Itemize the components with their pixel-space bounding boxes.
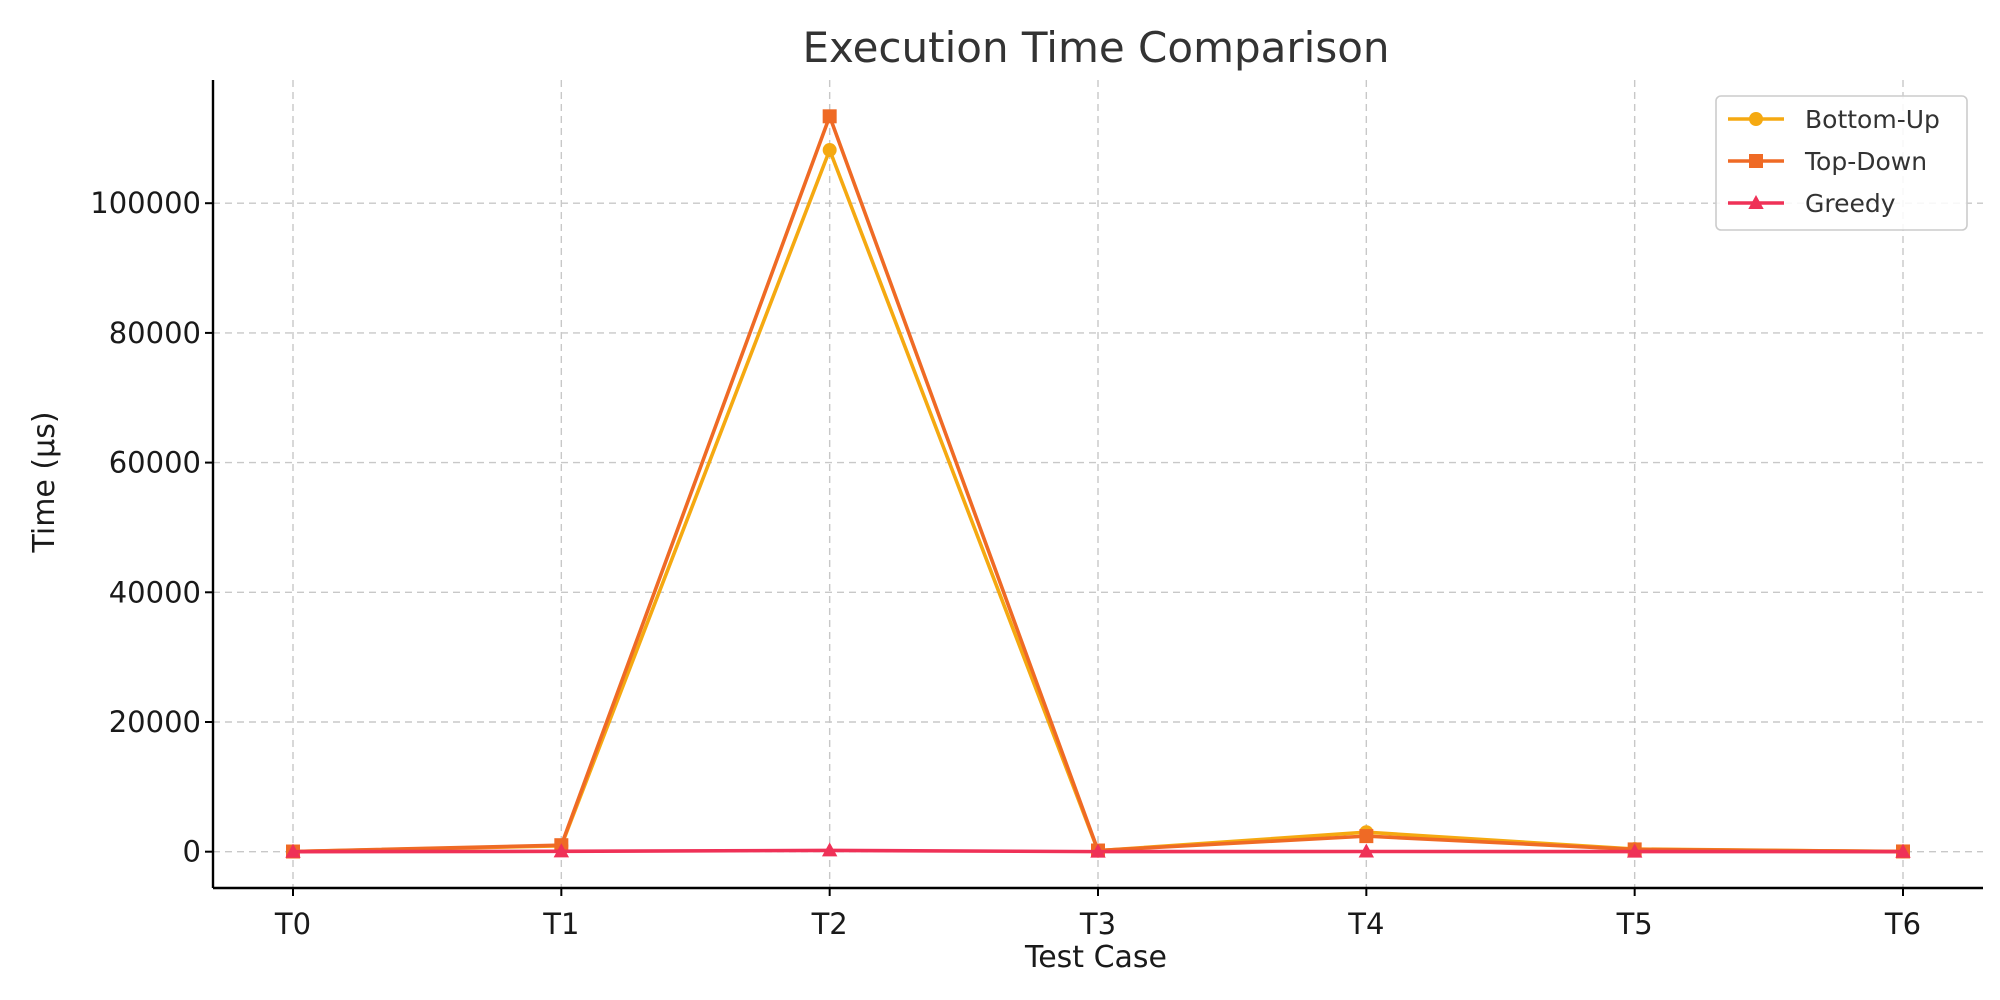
- data-point-top-down: [1359, 829, 1374, 844]
- x-axis-label: Test Case: [1024, 940, 1167, 975]
- x-tick-label: T0: [274, 907, 311, 941]
- x-tick-label: T6: [1884, 907, 1921, 941]
- data-point-greedy: [553, 843, 570, 858]
- y-tick-label: 60000: [109, 446, 201, 480]
- legend: Bottom-Up Top-Down Greedy: [1715, 95, 1968, 231]
- series: [285, 109, 1911, 859]
- y-tick-label: 80000: [109, 316, 201, 350]
- data-point-greedy: [1358, 843, 1375, 858]
- data-point-top-down: [822, 109, 837, 124]
- legend-marker-top-down: [1749, 154, 1763, 168]
- x-tick-label: T2: [811, 907, 848, 941]
- y-tick-label: 0: [183, 835, 201, 869]
- series-greedy: [285, 842, 1911, 858]
- y-tick-label: 20000: [109, 705, 201, 739]
- data-point-greedy: [821, 842, 838, 857]
- legend-label-bottom-up: Bottom-Up: [1805, 105, 1940, 134]
- y-tick-label: 100000: [90, 186, 201, 220]
- legend-label-top-down: Top-Down: [1804, 147, 1927, 176]
- data-point-greedy: [1895, 843, 1911, 858]
- chart-title: Execution Time Comparison: [802, 23, 1389, 72]
- legend-label-greedy: Greedy: [1805, 189, 1896, 218]
- data-point-greedy: [285, 843, 301, 858]
- legend-marker-greedy: [1748, 194, 1764, 210]
- data-point-greedy: [1090, 843, 1106, 858]
- x-tick-label: T1: [542, 907, 579, 941]
- y-axis-label: Time (µs): [27, 411, 62, 553]
- x-tick-label: T4: [1347, 907, 1384, 941]
- x-tick-label: T5: [1616, 907, 1653, 941]
- data-point-bottom-up: [822, 143, 837, 158]
- data-point-greedy: [1626, 843, 1643, 858]
- tick-labels: T0 T1 T2 T3 T4 T5 T6 0 20000 40000 60000 80000 10000…: [90, 186, 1921, 941]
- x-tick-label: T3: [1079, 907, 1116, 941]
- legend-marker-bottom-up: [1749, 112, 1763, 126]
- y-tick-label: 40000: [109, 575, 201, 609]
- legend-box: [1715, 95, 1968, 231]
